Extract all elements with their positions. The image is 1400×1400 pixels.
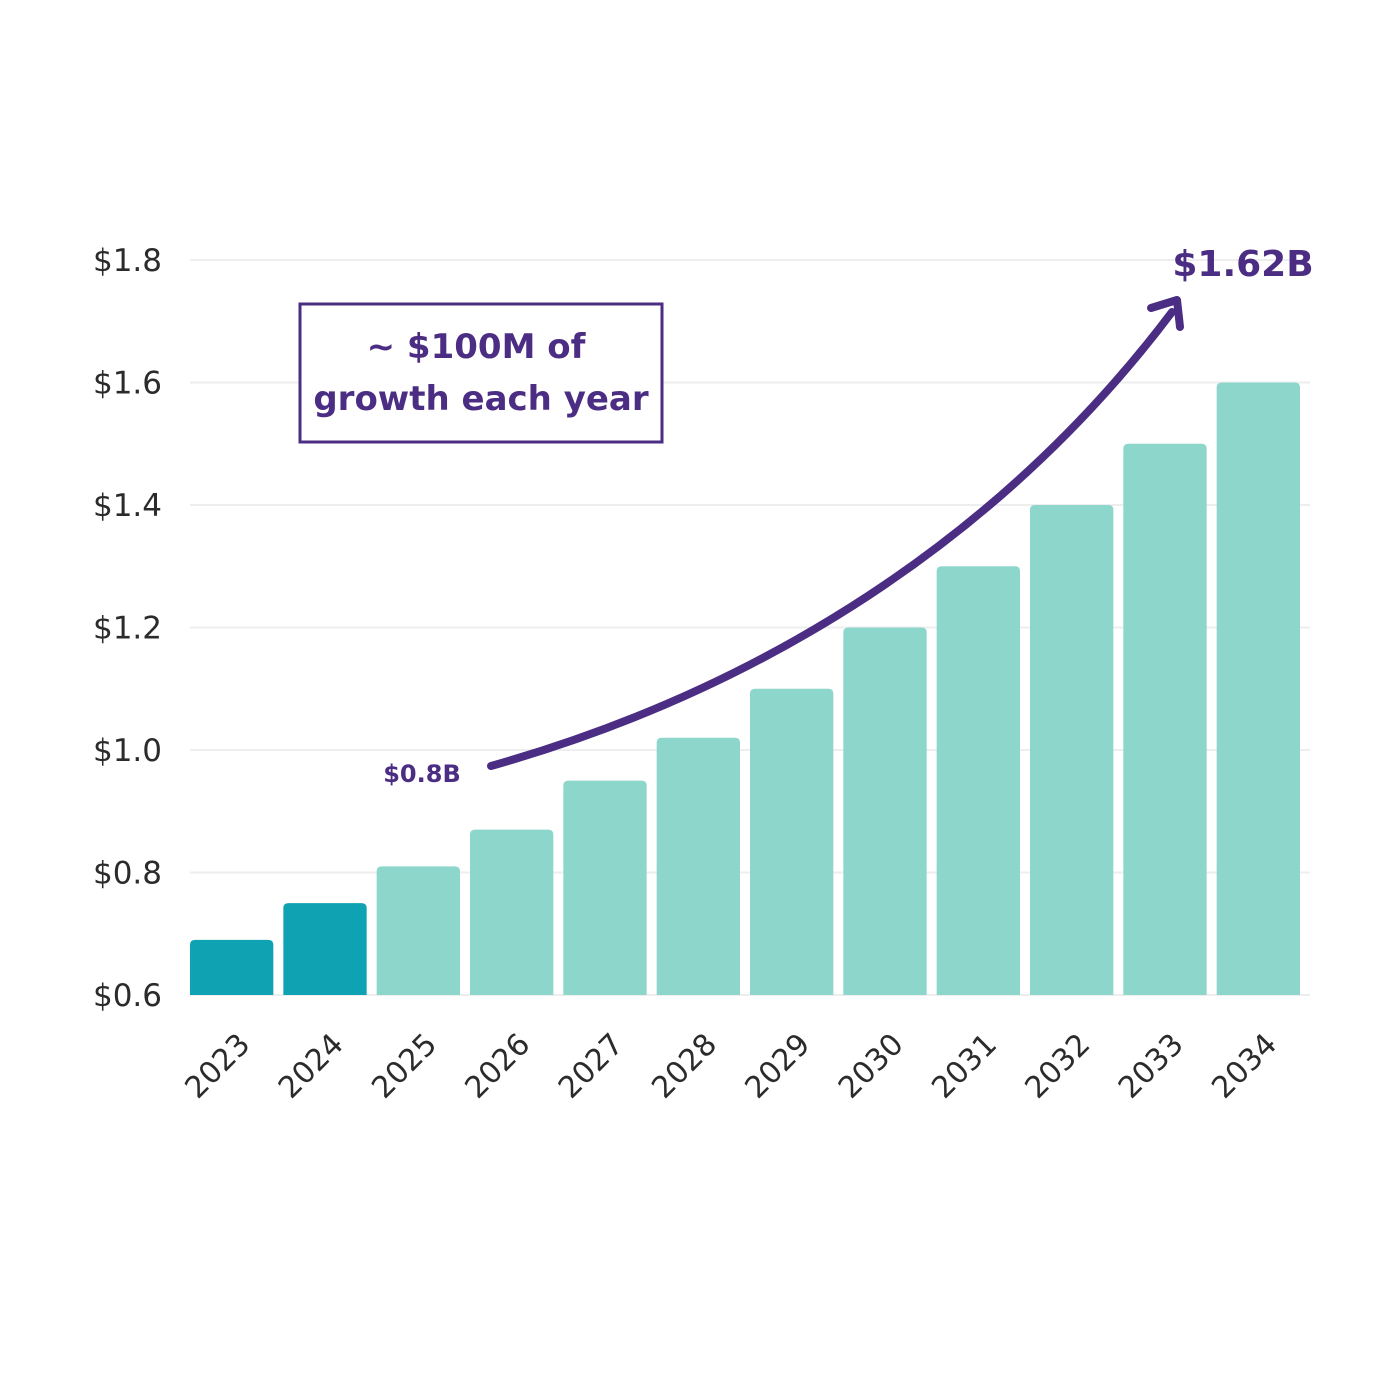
x-tick-label: 2027 <box>552 1027 631 1106</box>
x-tick-label: 2024 <box>272 1027 351 1106</box>
growth-note-line-2: growth each year <box>313 379 649 419</box>
x-tick-label: 2025 <box>365 1027 444 1106</box>
y-tick-label: $1.0 <box>93 733 162 769</box>
x-tick-label: 2030 <box>832 1027 911 1106</box>
bar-2025 <box>376 866 460 995</box>
bar-2027 <box>563 780 647 995</box>
growth-arrow-head <box>1147 296 1184 331</box>
bar-2026 <box>470 829 554 995</box>
x-axis-ticks: 2023 2024 2025 2026 2027 2028 2029 2030 2031 2032… <box>179 1027 1284 1106</box>
x-tick-label: 2031 <box>925 1027 1004 1106</box>
bar-2023 <box>190 939 274 995</box>
x-tick-label: 2029 <box>739 1027 818 1106</box>
y-tick-label: $1.4 <box>93 488 162 524</box>
x-tick-label: 2033 <box>1112 1027 1191 1106</box>
bar-2033 <box>1123 443 1207 995</box>
bar-2028 <box>656 737 740 995</box>
y-tick-label: $1.6 <box>93 366 162 402</box>
growth-arrow <box>487 296 1184 770</box>
growth-note-line-1: ~ $100M of <box>367 327 587 367</box>
y-tick-label: $1.8 <box>93 243 162 279</box>
bar-2029 <box>750 688 834 995</box>
y-tick-label: $1.2 <box>93 611 162 647</box>
x-tick-label: 2032 <box>1019 1027 1098 1106</box>
y-axis-ticks: $0.6 $0.8 $1.0 $1.2 $1.4 $1.6 $1.8 <box>93 243 162 1014</box>
x-tick-label: 2023 <box>179 1027 258 1106</box>
y-tick-label: $0.8 <box>93 856 162 892</box>
x-tick-label: 2028 <box>645 1027 724 1106</box>
growth-note-box <box>298 302 664 444</box>
start-value-label: $0.8B <box>383 760 461 788</box>
bar-2032 <box>1030 505 1114 995</box>
bar-2031 <box>936 566 1020 995</box>
bars <box>190 382 1300 995</box>
growth-arrow-curve <box>487 308 1176 770</box>
x-tick-label: 2034 <box>1205 1027 1284 1106</box>
bar-2024 <box>283 903 367 995</box>
bar-2034 <box>1216 382 1300 995</box>
y-tick-label: $0.6 <box>93 978 162 1014</box>
end-value-label: $1.62B <box>1172 244 1313 285</box>
bar-2030 <box>843 627 927 995</box>
growth-note: ~ $100M of growth each year <box>298 302 664 444</box>
x-tick-label: 2026 <box>459 1027 538 1106</box>
